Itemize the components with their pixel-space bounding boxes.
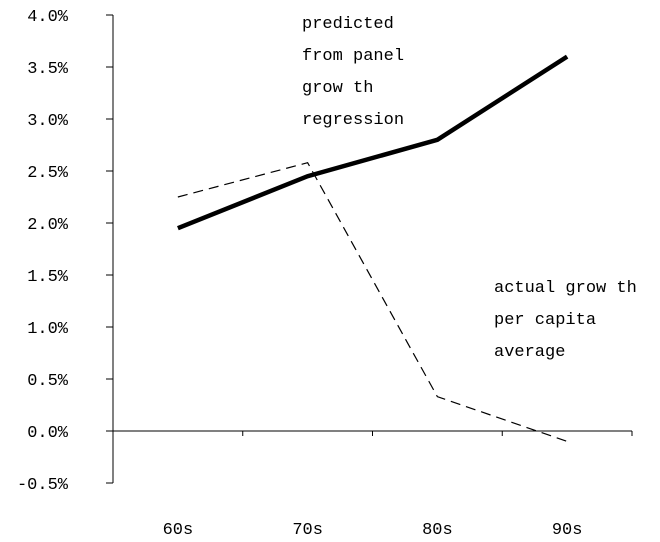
annotation-actual-line-3: average xyxy=(494,343,565,362)
y-tick-label: 3.5% xyxy=(27,60,69,79)
y-tick-label: 0.5% xyxy=(27,372,69,391)
y-tick-label: 2.0% xyxy=(27,216,69,235)
annotation-actual-line-2: per capita xyxy=(494,311,596,330)
x-tick-label: 70s xyxy=(292,521,323,540)
y-tick-label: 3.0% xyxy=(27,112,69,131)
x-tick-labels: 60s 70s 80s 90s xyxy=(163,521,583,540)
y-tick-label: 1.5% xyxy=(27,268,69,287)
y-tick-label: 4.0% xyxy=(27,8,69,27)
y-tick-label: 0.0% xyxy=(27,424,69,443)
annotation-predicted-line-1: predicted xyxy=(302,15,394,34)
y-tick-label: 2.5% xyxy=(27,164,69,183)
annotations: predicted from panel grow th regression … xyxy=(302,15,637,362)
axes xyxy=(106,14,633,484)
y-tick-label: -0.5% xyxy=(17,476,69,495)
x-tick-label: 80s xyxy=(422,521,453,540)
y-tick-labels: 4.0% 3.5% 3.0% 2.5% 2.0% 1.5% 1.0% 0.5% 0.0% -0.5… xyxy=(17,8,69,495)
x-tick-label: 60s xyxy=(163,521,194,540)
series-line-actual xyxy=(177,161,568,442)
annotation-predicted-line-3: grow th xyxy=(302,79,373,98)
series-line-predicted xyxy=(177,54,569,231)
series-layer xyxy=(177,54,569,442)
y-tick-label: 1.0% xyxy=(27,320,69,339)
x-tick-label: 90s xyxy=(552,521,583,540)
annotation-predicted-line-2: from panel xyxy=(302,47,404,66)
annotation-actual-line-1: actual grow th xyxy=(494,279,637,298)
annotation-predicted-line-4: regression xyxy=(302,111,404,130)
